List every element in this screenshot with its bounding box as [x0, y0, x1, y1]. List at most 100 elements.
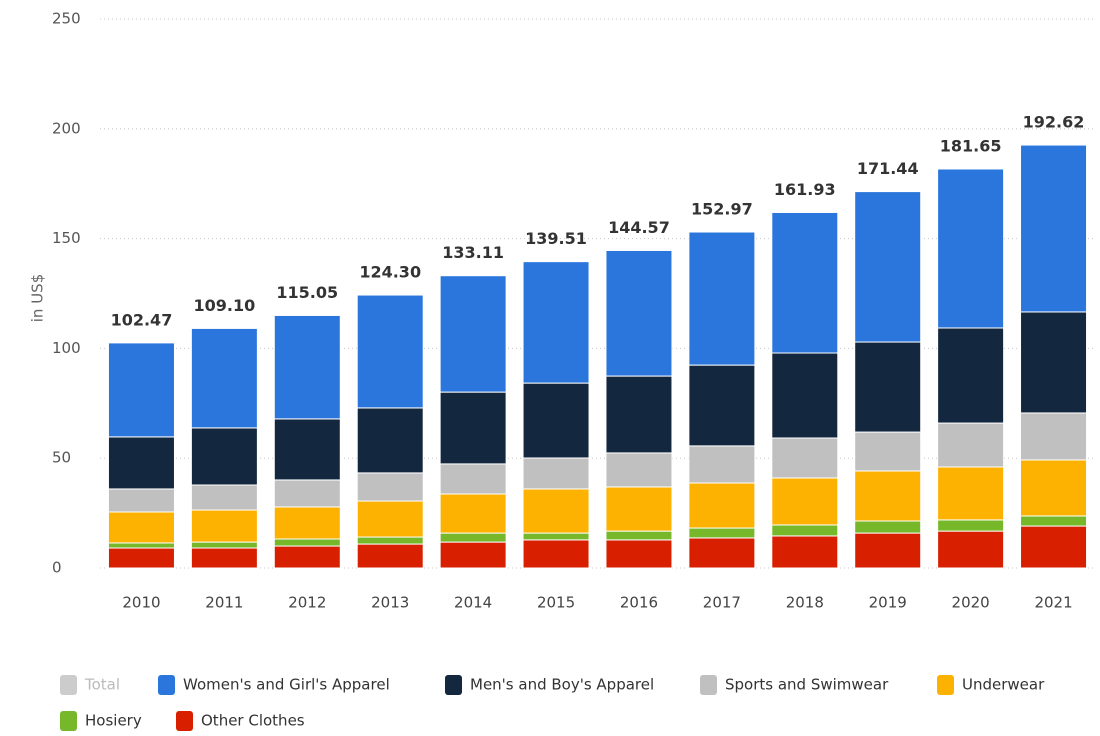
legend-label: Sports and Swimwear: [725, 676, 889, 694]
legend-label: Women's and Girl's Apparel: [183, 676, 390, 694]
x-tick-label: 2018: [786, 594, 824, 612]
bar-segment: [356, 543, 424, 569]
y-tick-label: 250: [52, 10, 81, 28]
x-tick-label: 2011: [205, 594, 243, 612]
bar-segment: [771, 352, 839, 439]
x-tick-label: 2016: [620, 594, 658, 612]
legend-swatch: [60, 711, 77, 731]
total-label: 139.51: [525, 229, 587, 248]
bar-segment: [688, 482, 756, 529]
bar-segment: [273, 538, 341, 547]
bar-segment: [1020, 144, 1088, 313]
bar-segment: [522, 457, 590, 490]
y-tick-label: 50: [52, 449, 71, 467]
y-tick-label: 0: [52, 559, 62, 577]
bar-segment: [688, 445, 756, 484]
bar-segment: [190, 547, 258, 569]
bar-segment: [356, 294, 424, 409]
y-tick-label: 100: [52, 339, 81, 357]
bar-segment: [190, 509, 258, 543]
bar-segment: [356, 500, 424, 538]
total-label: 124.30: [359, 263, 421, 282]
y-tick-label: 150: [52, 229, 81, 247]
legend-label: Hosiery: [85, 712, 142, 730]
bar-segment: [190, 427, 258, 486]
bar-segment: [356, 472, 424, 502]
y-tick-label: 200: [52, 119, 81, 137]
bar-segment: [273, 479, 341, 508]
bar-segment: [107, 342, 175, 438]
legend-label: Other Clothes: [201, 712, 305, 730]
bar-segment: [273, 314, 341, 420]
bar-segment: [273, 506, 341, 540]
x-tick-label: 2015: [537, 594, 575, 612]
bar-segment: [273, 418, 341, 481]
y-axis-label: in US$: [29, 274, 47, 323]
bar-segment: [522, 488, 590, 534]
bar-segment: [605, 530, 673, 541]
bar-segment: [522, 532, 590, 541]
bar-segment: [937, 168, 1005, 329]
total-label: 161.93: [774, 180, 836, 199]
x-tick-label: 2017: [703, 594, 741, 612]
bar-segment: [688, 537, 756, 569]
x-tick-label: 2012: [288, 594, 326, 612]
bar-segment: [1020, 412, 1088, 461]
total-label: 115.05: [276, 283, 338, 302]
bar-segment: [439, 541, 507, 569]
legend-swatch: [700, 675, 717, 695]
bar-segment: [439, 532, 507, 543]
bar-segment: [107, 436, 175, 490]
bar-segment: [937, 422, 1005, 468]
bar-segment: [605, 539, 673, 569]
bar-segment: [439, 463, 507, 495]
legend-swatch: [937, 675, 954, 695]
legend-swatch: [445, 675, 462, 695]
bar-segment: [439, 391, 507, 465]
bar-segment: [854, 341, 922, 433]
x-tick-label: 2013: [371, 594, 409, 612]
bar-segment: [937, 519, 1005, 532]
legend-swatch: [158, 675, 175, 695]
bar-segment: [190, 484, 258, 511]
legend-label: Underwear: [962, 676, 1045, 694]
bar-segment: [771, 524, 839, 537]
bar-segment: [1020, 525, 1088, 569]
bar-segment: [605, 375, 673, 454]
x-tick-label: 2020: [952, 594, 990, 612]
x-tick-label: 2010: [122, 594, 160, 612]
bar-segment: [1020, 311, 1088, 414]
bar-segment: [688, 364, 756, 447]
total-label: 192.62: [1023, 113, 1085, 132]
bar-segment: [522, 539, 590, 569]
total-label: 102.47: [111, 310, 173, 329]
x-tick-label: 2014: [454, 594, 492, 612]
bar-segment: [937, 530, 1005, 569]
total-label: 171.44: [857, 159, 919, 178]
bar-segment: [107, 547, 175, 569]
bar-segment: [190, 327, 258, 429]
legend-label: Men's and Boy's Apparel: [470, 676, 654, 694]
bar-segment: [1020, 459, 1088, 517]
bar-segment: [937, 466, 1005, 521]
bar-segment: [771, 211, 839, 354]
bar-segment: [605, 249, 673, 377]
bar-segment: [522, 261, 590, 384]
total-label: 181.65: [940, 137, 1002, 156]
legend-swatch: [176, 711, 193, 731]
bar-segment: [688, 231, 756, 366]
bar-segment: [854, 470, 922, 522]
total-label: 133.11: [442, 243, 504, 262]
bar-segment: [273, 545, 341, 569]
bar-segment: [107, 511, 175, 544]
bar-segment: [771, 477, 839, 526]
bar-segment: [937, 327, 1005, 424]
bar-segment: [771, 437, 839, 479]
bar-segment: [854, 520, 922, 534]
bar-segment: [605, 486, 673, 532]
bar-segment: [854, 431, 922, 472]
x-tick-label: 2019: [869, 594, 907, 612]
bar-segment: [1020, 515, 1088, 527]
bar-segment: [522, 382, 590, 459]
legend-label: Total: [84, 676, 120, 694]
